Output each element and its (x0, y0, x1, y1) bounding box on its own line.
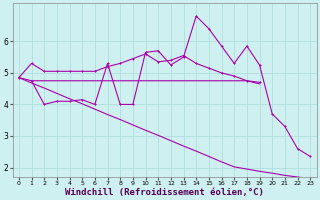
X-axis label: Windchill (Refroidissement éolien,°C): Windchill (Refroidissement éolien,°C) (65, 188, 264, 197)
